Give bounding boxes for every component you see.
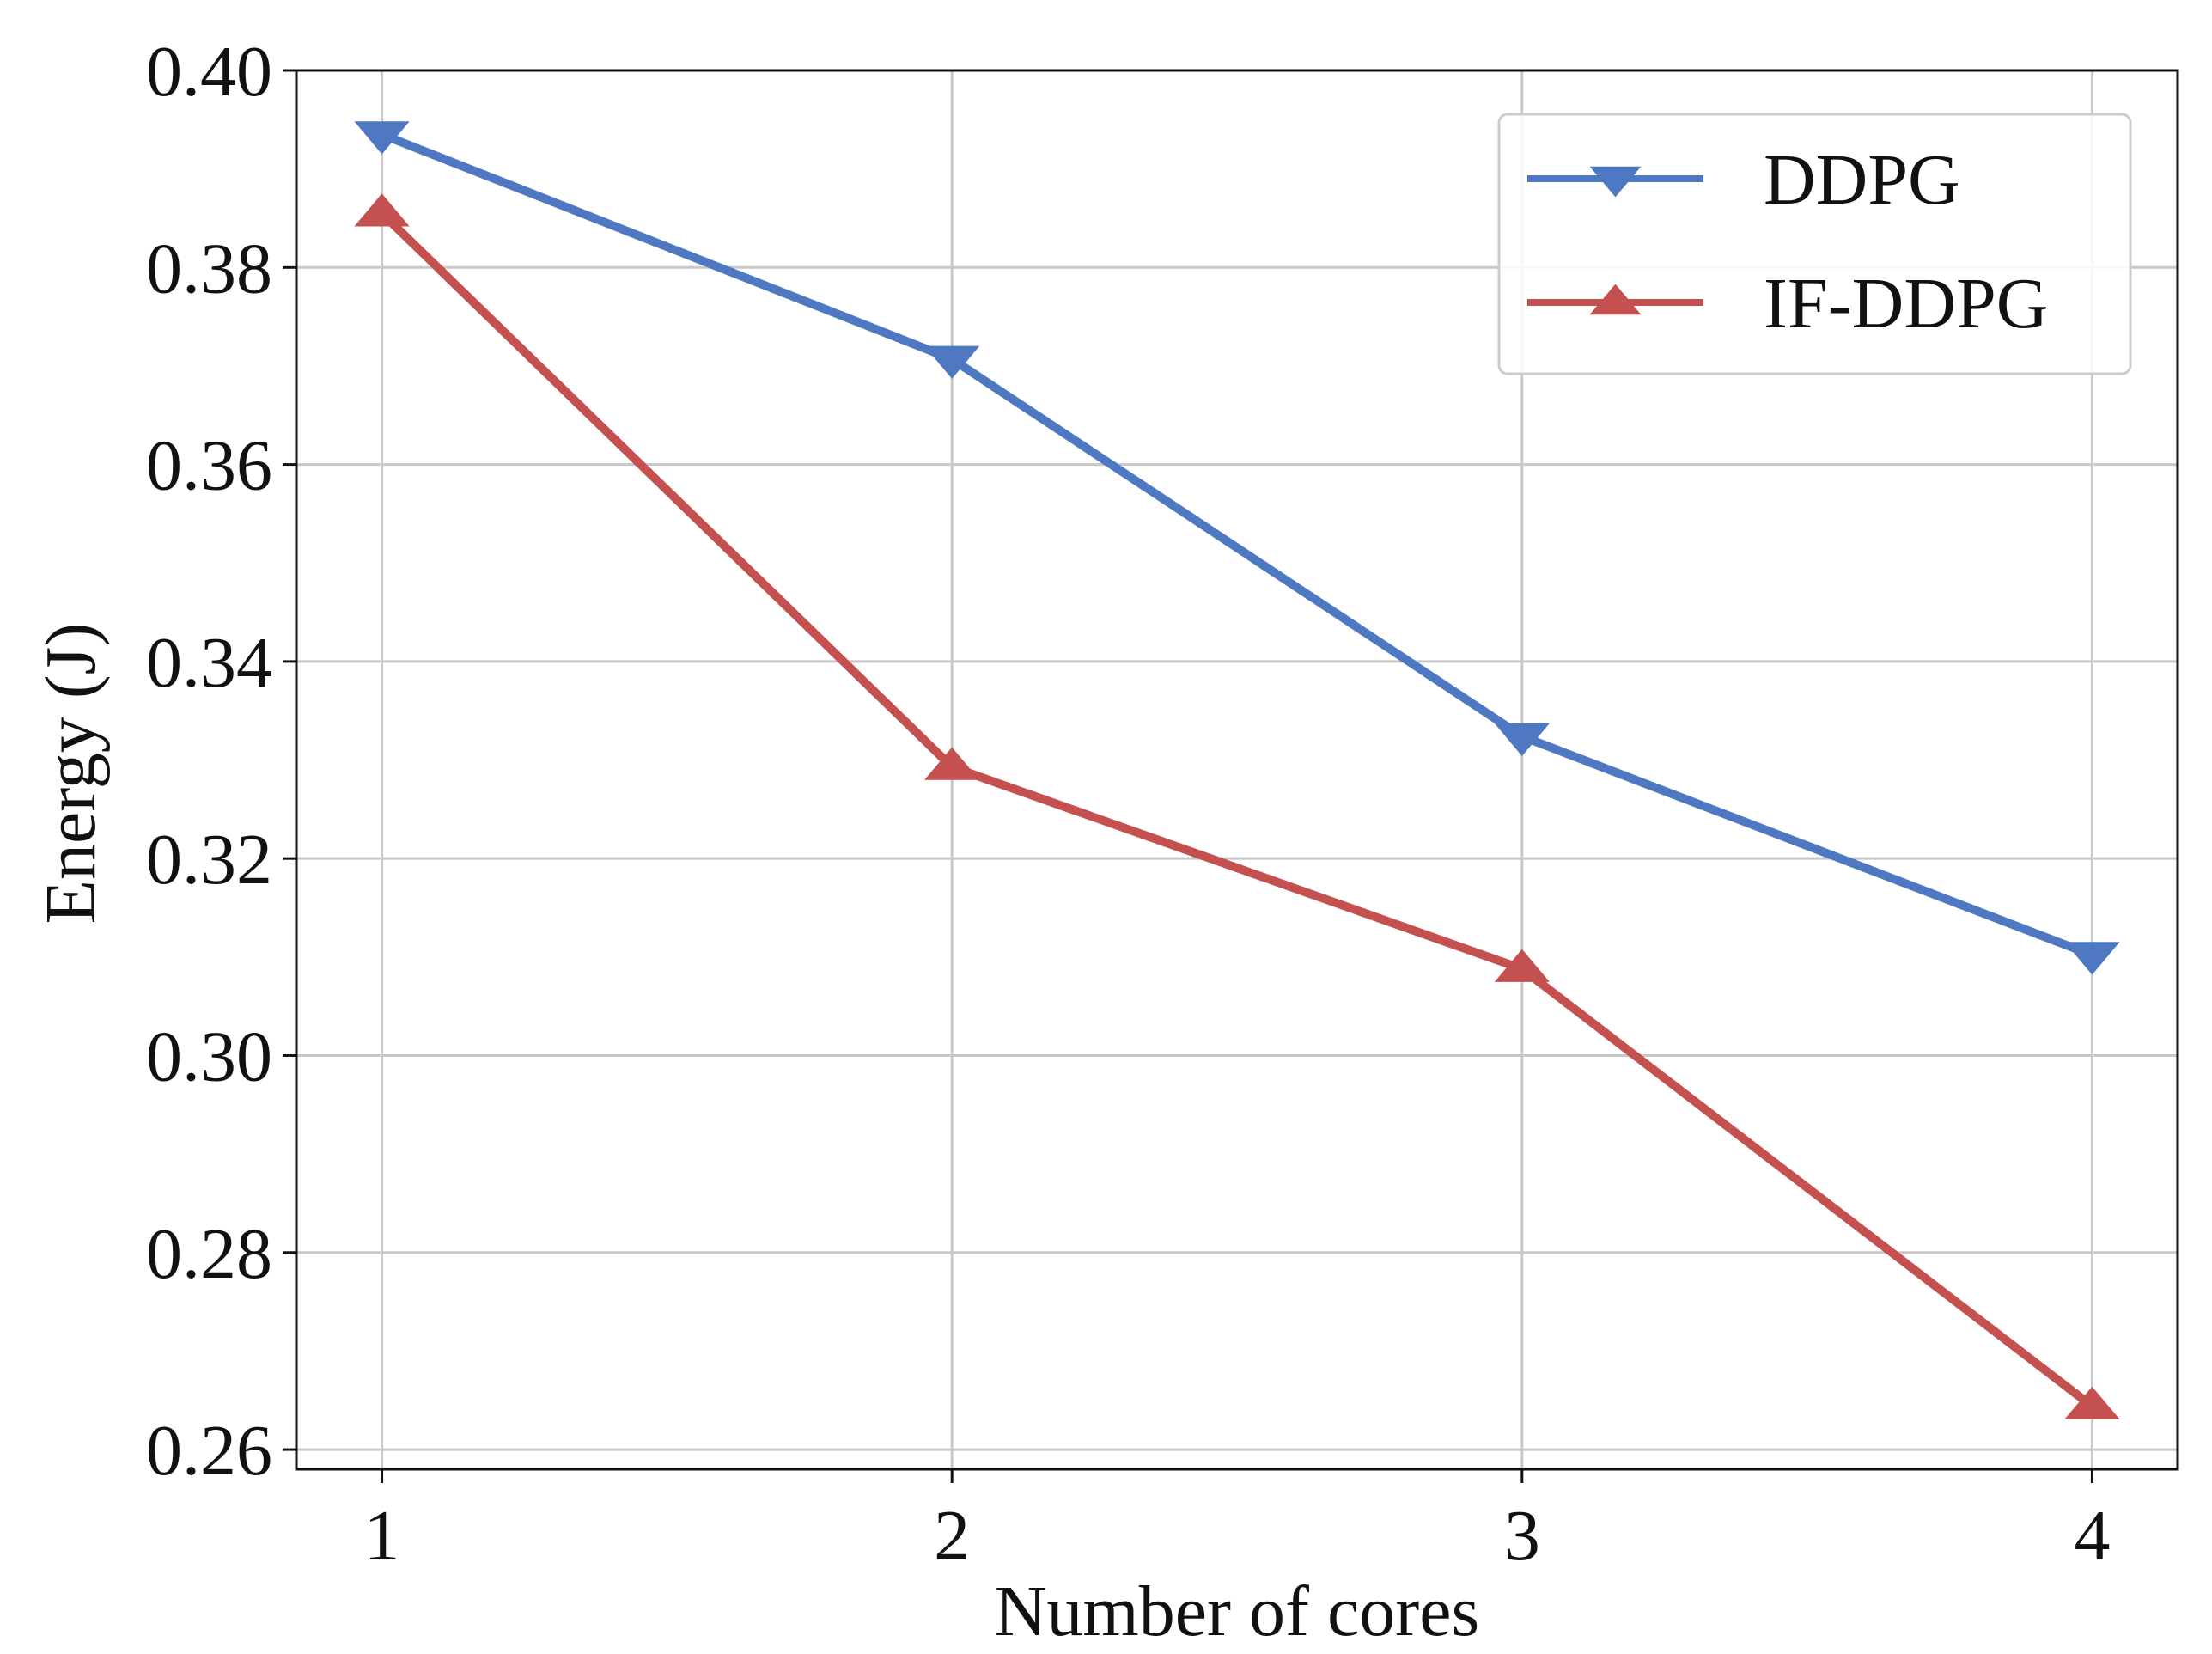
y-tick-label: 0.26 [146, 1411, 272, 1491]
plot-frame [295, 69, 2179, 1471]
series-layer [354, 121, 2120, 1419]
y-tick-label: 0.36 [146, 426, 272, 506]
x-axis-label: Number of cores [995, 1572, 1479, 1651]
data-point-if-ddpg [354, 193, 410, 227]
legend-label-ddpg: DDPG [1764, 140, 1960, 220]
y-tick-label: 0.34 [146, 623, 272, 703]
series-line-if-ddpg [379, 210, 2095, 1410]
x-tick-label: 1 [364, 1496, 400, 1576]
data-point-ddpg [1494, 723, 1550, 756]
y-tick-label: 0.40 [146, 32, 272, 112]
y-axis: 0.26 0.28 0.30 0.32 0.34 0.36 0.38 0.40 [146, 32, 296, 1491]
data-point-if-ddpg [2064, 1386, 2120, 1419]
data-point-ddpg [2064, 942, 2120, 975]
x-tick-label: 3 [1504, 1496, 1540, 1576]
y-tick-label: 0.32 [146, 820, 272, 900]
data-point-ddpg [354, 121, 410, 155]
legend-label-if-ddpg: IF-DDPG [1764, 264, 2048, 344]
data-point-if-ddpg [924, 747, 980, 780]
y-tick-label: 0.30 [146, 1016, 272, 1096]
y-axis-label: Energy (J) [31, 623, 111, 925]
legend: DDPG IF-DDPG [1497, 113, 2132, 375]
data-point-if-ddpg [1494, 949, 1550, 982]
y-tick-label: 0.28 [146, 1214, 272, 1294]
legend-marker-ddpg [1589, 166, 1642, 198]
legend-marker-if-ddpg [1589, 284, 1642, 315]
data-point-ddpg [924, 345, 980, 379]
y-tick-label: 0.38 [146, 229, 272, 308]
x-axis: 1 2 3 4 [364, 1469, 2110, 1576]
series-line-ddpg [380, 130, 2094, 960]
x-tick-label: 4 [2074, 1496, 2110, 1576]
x-tick-label: 2 [934, 1496, 970, 1576]
